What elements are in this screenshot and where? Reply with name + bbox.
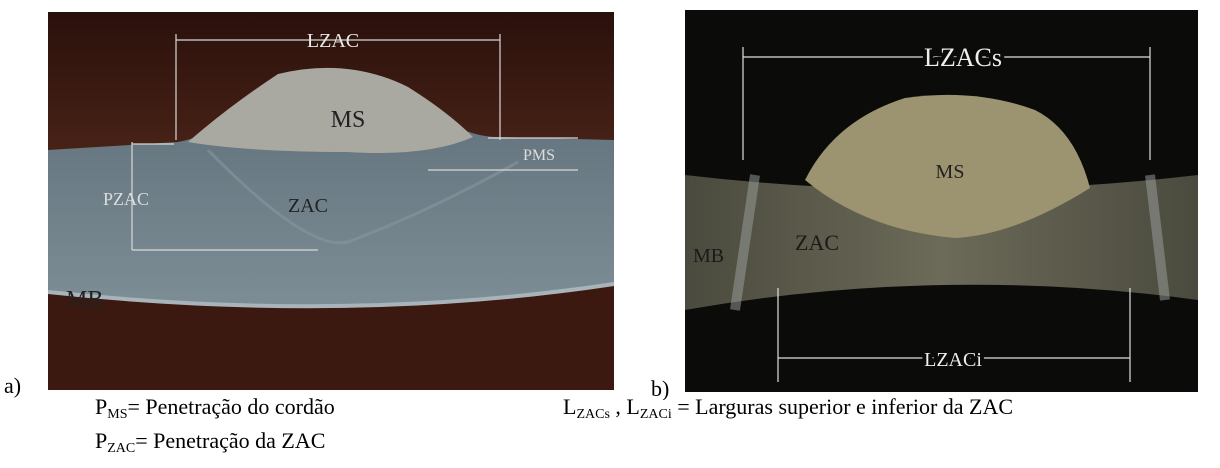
symbol: L <box>626 394 639 419</box>
subscript: ZACi <box>640 407 672 422</box>
subscript: ZACs <box>576 407 609 422</box>
subscript: MS <box>107 407 127 422</box>
caption-text: = Larguras superior e inferior da ZAC <box>672 394 1013 419</box>
annotation: MS <box>331 107 366 133</box>
annotation: LZACs <box>924 43 1002 72</box>
caption-text: = Penetração do cordão <box>127 394 334 419</box>
caption-text: = Penetração da ZAC <box>135 428 325 453</box>
annotation: MB <box>693 245 724 267</box>
caption-line: PMS= Penetração do cordão <box>95 394 335 423</box>
figure-panels: LZAC MS PMS PZAC ZAC MB a) LZACs MS ZAC … <box>0 0 1220 400</box>
panel-b-image: LZACs MS ZAC MB LZACi <box>685 10 1198 392</box>
separator: , <box>610 394 627 419</box>
annotation: LZACi <box>924 349 982 371</box>
figure: LZAC MS PMS PZAC ZAC MB a) LZACs MS ZAC … <box>0 0 1220 468</box>
symbol: P <box>95 394 107 419</box>
symbol: P <box>95 428 107 453</box>
annotation: PZAC <box>103 189 149 209</box>
annotation: MS <box>936 161 965 183</box>
caption-line: LZACs , LZACi = Larguras superior e infe… <box>563 394 1013 423</box>
annotation: PMS <box>523 147 555 164</box>
annotation: ZAC <box>795 230 839 255</box>
annotation: ZAC <box>288 195 328 217</box>
symbol: L <box>563 394 576 419</box>
panel-label: a) <box>4 373 21 398</box>
subscript: ZAC <box>107 441 135 456</box>
annotation: MB <box>66 287 103 313</box>
annotation: LZAC <box>307 30 359 52</box>
panel-a-image: LZAC MS PMS PZAC ZAC MB <box>48 12 614 390</box>
caption-line: PZAC= Penetração da ZAC <box>95 428 325 457</box>
